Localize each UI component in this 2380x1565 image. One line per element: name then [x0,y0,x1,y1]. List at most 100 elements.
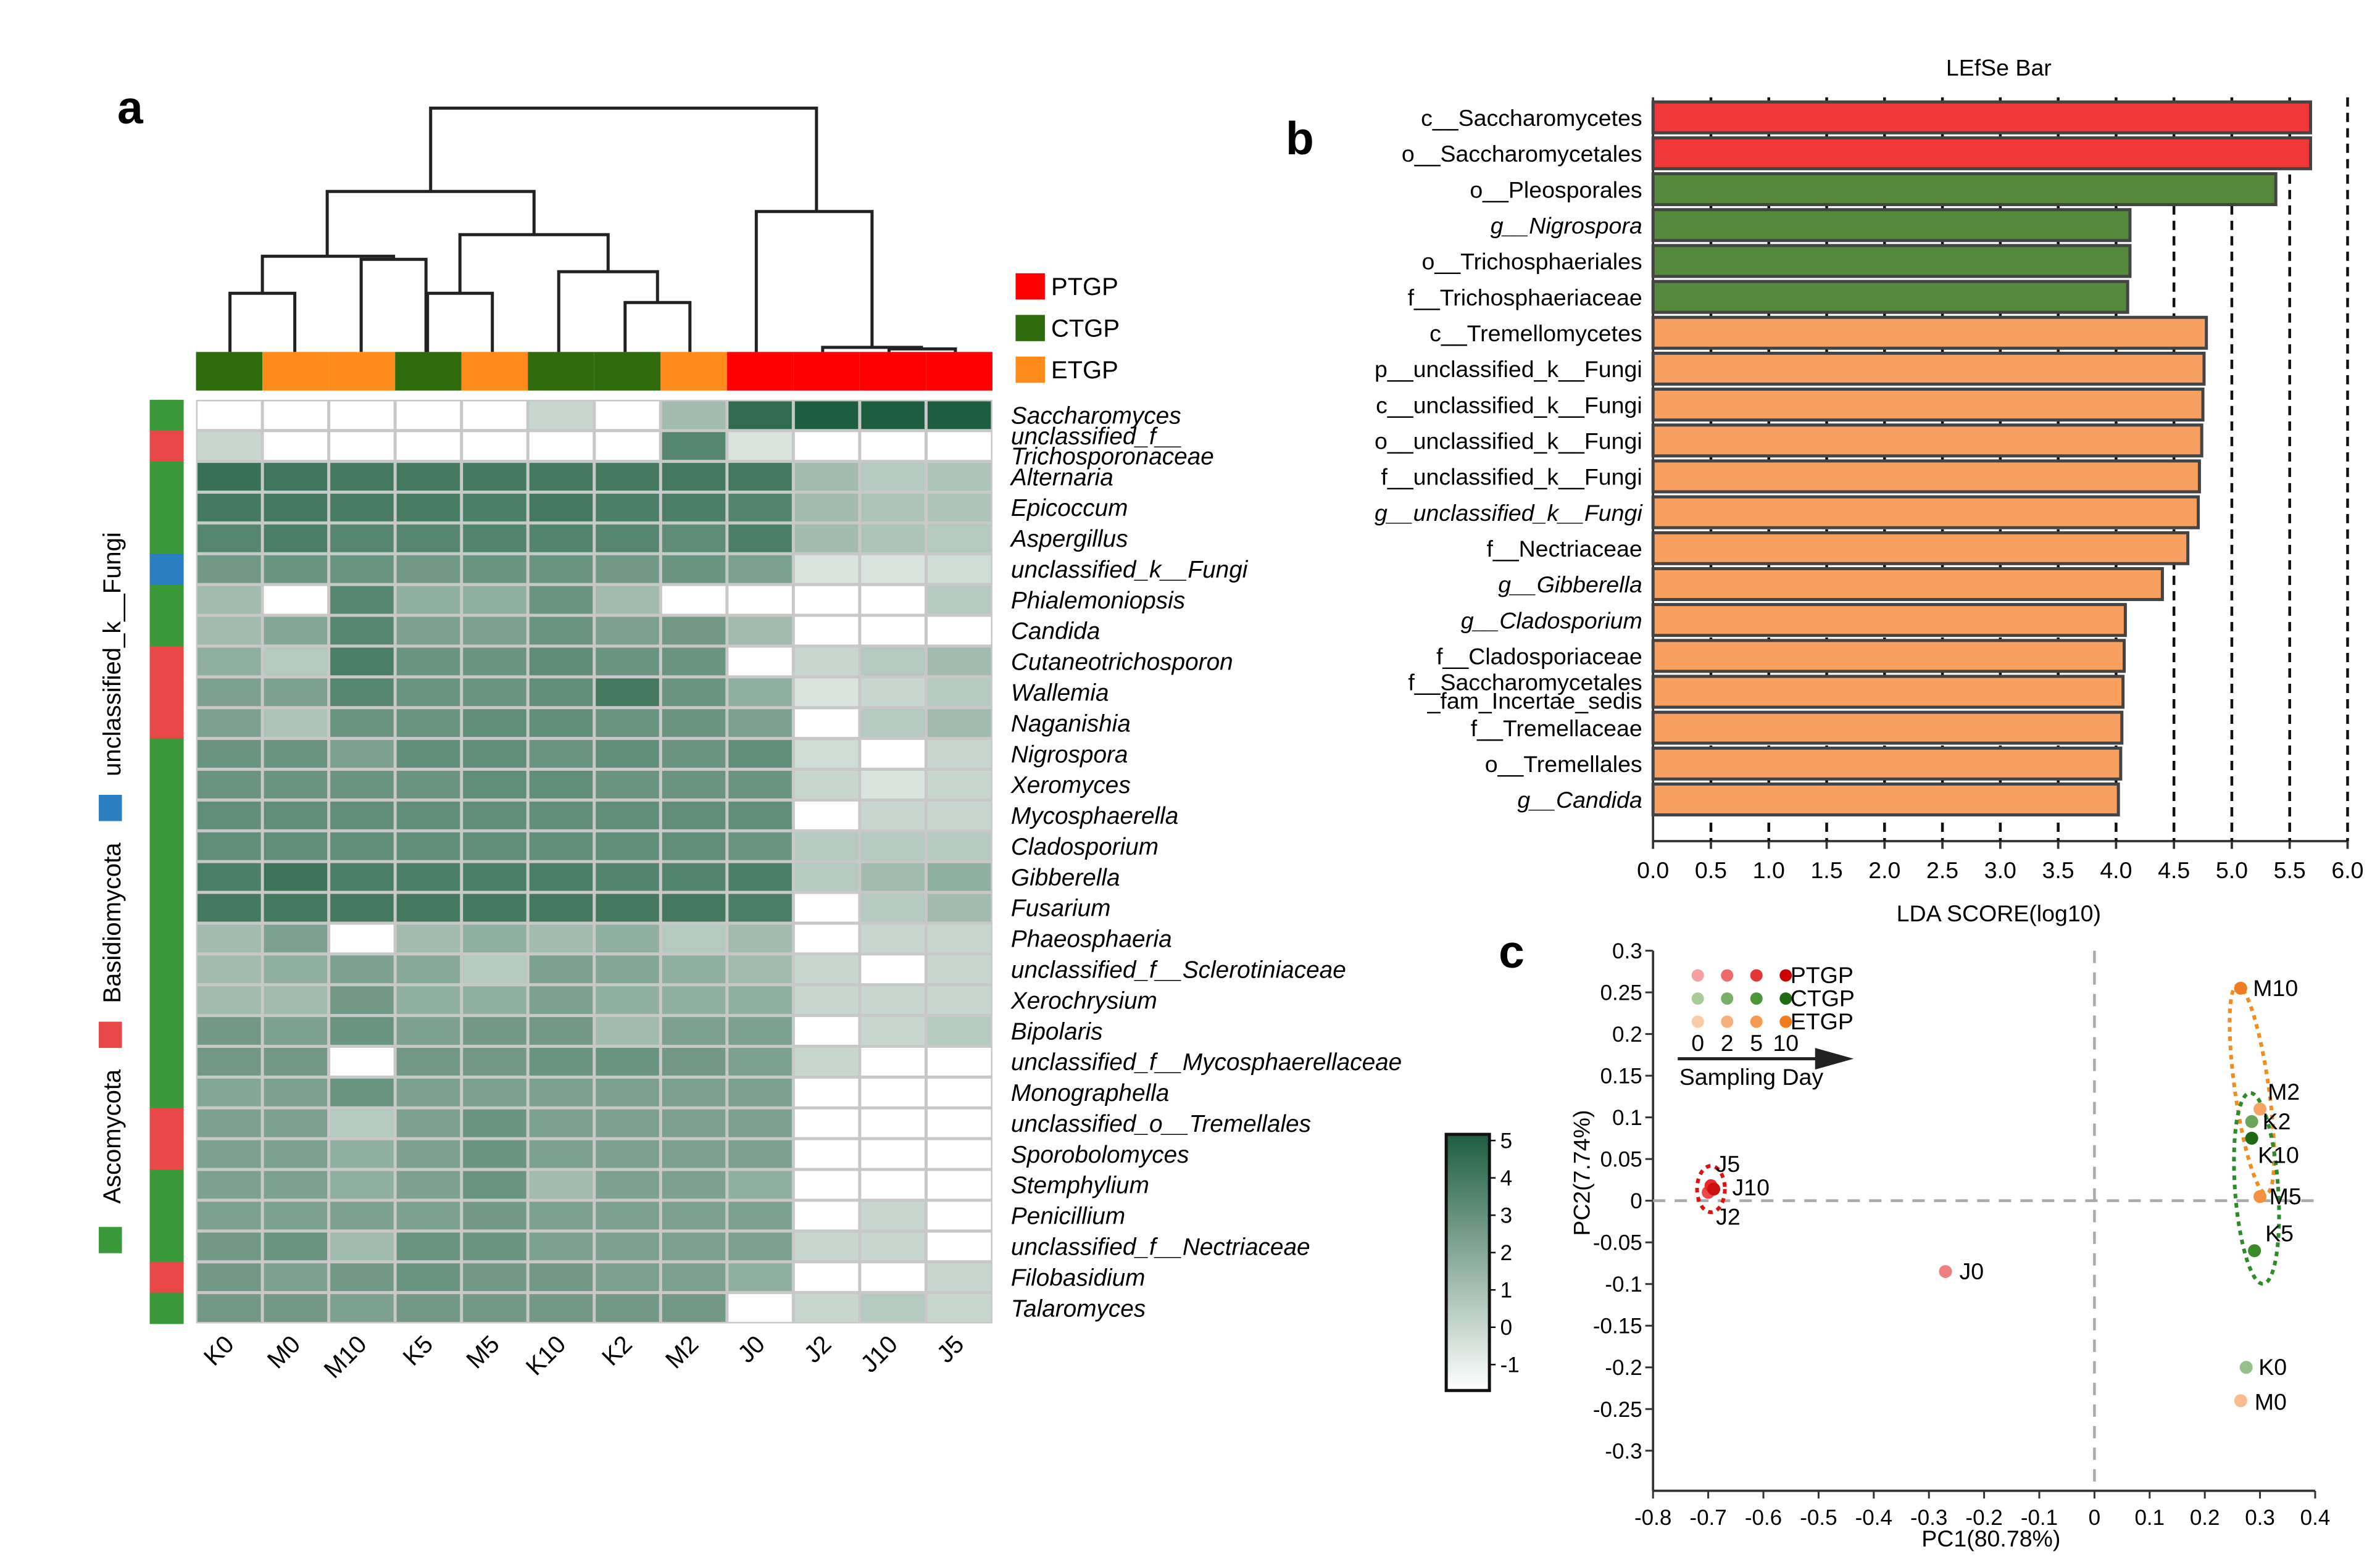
pca-x-tick-label: 0.1 [2134,1506,2165,1530]
heatmap-cell [794,1140,859,1168]
pca-x-tick-label: -0.5 [1800,1506,1837,1530]
lefse-x-tick-label: 1.5 [1810,857,1842,883]
heatmap-cell [861,401,925,430]
heatmap-cell [330,1140,394,1168]
heatmap-cell [529,709,593,737]
row-label-Stemphylium: Stemphylium [1011,1173,1149,1199]
heatmap-cell [861,463,925,491]
column-label-M10: M10 [319,1330,372,1384]
phylum-bar-unclassified_o__Tremellales [149,1108,184,1140]
heatmap-cell [861,955,925,984]
heatmap-cell [596,678,659,707]
row-label-Wallemia: Wallemia [1011,680,1109,707]
heatmap-cell [927,986,991,1015]
heatmap-cell [927,1294,991,1322]
heatmap-cell [396,832,460,860]
lefse-bar [1651,746,2123,781]
heatmap-cell [662,986,726,1015]
pca-legend-dot-ctgp [1750,992,1763,1005]
heatmap-cell [927,1263,991,1292]
pca-x-tick-label: -0.8 [1634,1506,1671,1530]
heatmap-cell [596,555,659,583]
heatmap-cell [264,1232,328,1261]
heatmap-cell [264,1263,328,1292]
pca-legend-day-label: 2 [1721,1030,1734,1056]
heatmap-cell [198,1171,261,1199]
heatmap-cell [330,1263,394,1292]
pca-x-tick-label: -0.6 [1745,1506,1782,1530]
heatmap-cell [463,1294,526,1322]
heatmap-cell [662,770,726,799]
pca-point-label-M5: M5 [2270,1183,2302,1209]
heatmap-cell [330,1017,394,1045]
heatmap-cell [861,586,925,614]
heatmap-cell [330,586,394,614]
heatmap-cell [529,1232,593,1261]
heatmap-cell [264,1109,328,1137]
heatmap-cell [861,894,925,922]
colorbar-tick-label: 5 [1500,1129,1512,1153]
heatmap-cell [330,647,394,676]
heatmap-cell [861,616,925,645]
heatmap-cell [662,863,726,891]
lefse-x-tick-label: 4.5 [2158,857,2190,883]
heatmap-cell [861,863,925,891]
heatmap-cell [861,432,925,460]
heatmap-cell [396,1109,460,1137]
heatmap-cell [264,955,328,984]
heatmap-cell [596,1232,659,1261]
heatmap-cell [794,678,859,707]
heatmap-cell [330,1294,394,1322]
row-label-Penicillium: Penicillium [1011,1203,1125,1230]
colorbar: 5 4 3 2 1 0 -1 [1444,1129,1520,1392]
heatmap-cell [330,1109,394,1137]
heatmap-cell [662,1294,726,1322]
heatmap-cell [927,801,991,829]
colorbar-scale [1444,1132,1491,1392]
lefse-label-line2: _fam_Incertae_sedis [1427,687,1642,713]
pca-legend-dot-ctgp [1779,992,1792,1005]
heatmap-cell [330,616,394,645]
heatmap-cell [927,770,991,799]
pca-point-M5 [2253,1190,2267,1203]
heatmap-cell [330,463,394,491]
heatmap-cell [330,494,394,521]
heatmap-cell [198,678,261,707]
pca-point-label-K2: K2 [2263,1108,2291,1134]
heatmap-cell [596,1078,659,1106]
pca-y-tick-label: 0.05 [1600,1148,1642,1172]
heatmap-cell [794,955,859,984]
pca-y-tick-label: -0.25 [1593,1398,1642,1422]
heatmap-cell [198,1202,261,1230]
heatmap-cell [596,1171,659,1199]
heatmap-cell [264,832,328,860]
heatmap-cell [463,1109,526,1137]
heatmap-cell [330,770,394,799]
heatmap-cell [794,709,859,737]
heatmap-cell [264,924,328,953]
heatmap-cell [728,801,792,829]
heatmap-cell [728,1109,792,1137]
heatmap-cell [728,432,792,460]
heatmap-cell [596,740,659,768]
phylum-bar-unclassified_f__Sclerotiniaceae [149,953,184,986]
heatmap-cell [330,894,394,922]
heatmap-cell [794,986,859,1015]
heatmap-cell [861,1078,925,1106]
heatmap-cell [264,894,328,922]
row-label-Gibberella: Gibberella [1011,865,1120,891]
heatmap-cell [794,770,859,799]
heatmap-cell [728,924,792,953]
phylum-bar-unclassified_f__Trichosporonaceae [149,430,184,462]
heatmap-cell [728,863,792,891]
row-label-Phialemoniopsis: Phialemoniopsis [1011,587,1185,614]
row-label-Phaeosphaeria: Phaeosphaeria [1011,926,1172,953]
column-label-M0: M0 [262,1330,306,1374]
heatmap-cell [662,1202,726,1230]
pca-legend-label-etgp: ETGP [1791,1008,1854,1034]
heatmap-cell [662,555,726,583]
heatmap-cell [927,832,991,860]
heatmap-cell [794,1047,859,1076]
pca-y-tick-label: -0.1 [1605,1272,1642,1297]
heatmap-cell [198,616,261,645]
